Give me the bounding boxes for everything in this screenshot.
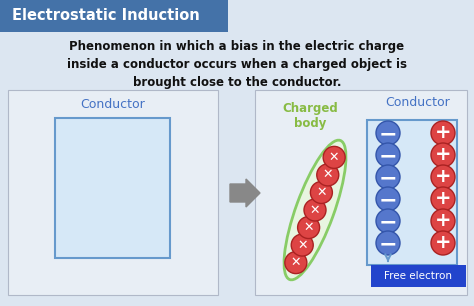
Circle shape bbox=[317, 164, 339, 186]
Circle shape bbox=[376, 187, 400, 211]
Circle shape bbox=[431, 231, 455, 255]
Circle shape bbox=[298, 217, 319, 239]
FancyBboxPatch shape bbox=[8, 90, 218, 295]
Text: Conductor: Conductor bbox=[81, 99, 146, 111]
Text: +: + bbox=[435, 189, 451, 208]
Text: ✕: ✕ bbox=[303, 221, 314, 234]
Text: ✕: ✕ bbox=[316, 186, 327, 199]
Circle shape bbox=[431, 143, 455, 167]
Text: +: + bbox=[435, 211, 451, 230]
Circle shape bbox=[310, 181, 332, 203]
Ellipse shape bbox=[284, 140, 346, 280]
Circle shape bbox=[323, 146, 345, 168]
FancyBboxPatch shape bbox=[55, 118, 170, 258]
Text: ✕: ✕ bbox=[322, 168, 333, 181]
Circle shape bbox=[431, 121, 455, 145]
Text: ✕: ✕ bbox=[291, 256, 301, 269]
Text: ✕: ✕ bbox=[329, 151, 339, 164]
Text: −: − bbox=[379, 190, 397, 210]
Text: −: − bbox=[379, 212, 397, 232]
Circle shape bbox=[376, 165, 400, 189]
Circle shape bbox=[431, 209, 455, 233]
Text: +: + bbox=[435, 124, 451, 143]
FancyBboxPatch shape bbox=[0, 0, 228, 32]
Text: Free electron: Free electron bbox=[384, 271, 452, 281]
FancyBboxPatch shape bbox=[367, 120, 457, 265]
Text: −: − bbox=[379, 146, 397, 166]
Text: −: − bbox=[379, 234, 397, 254]
Circle shape bbox=[376, 121, 400, 145]
Circle shape bbox=[431, 165, 455, 189]
Text: ✕: ✕ bbox=[297, 239, 308, 252]
Text: +: + bbox=[435, 233, 451, 252]
Text: Conductor: Conductor bbox=[386, 95, 450, 109]
Circle shape bbox=[376, 231, 400, 255]
Circle shape bbox=[285, 252, 307, 274]
Text: Electrostatic Induction: Electrostatic Induction bbox=[12, 9, 200, 24]
Text: Charged
body: Charged body bbox=[282, 102, 338, 130]
Circle shape bbox=[376, 209, 400, 233]
FancyBboxPatch shape bbox=[255, 90, 467, 295]
Circle shape bbox=[376, 143, 400, 167]
Text: −: − bbox=[379, 124, 397, 144]
Text: Phenomenon in which a bias in the electric charge
inside a conductor occurs when: Phenomenon in which a bias in the electr… bbox=[67, 40, 407, 89]
Circle shape bbox=[431, 187, 455, 211]
Text: +: + bbox=[435, 145, 451, 165]
Circle shape bbox=[304, 199, 326, 221]
Text: ✕: ✕ bbox=[310, 203, 320, 217]
Text: −: − bbox=[379, 168, 397, 188]
FancyArrow shape bbox=[230, 179, 260, 207]
Text: +: + bbox=[435, 167, 451, 186]
FancyBboxPatch shape bbox=[371, 265, 466, 287]
Circle shape bbox=[291, 234, 313, 256]
